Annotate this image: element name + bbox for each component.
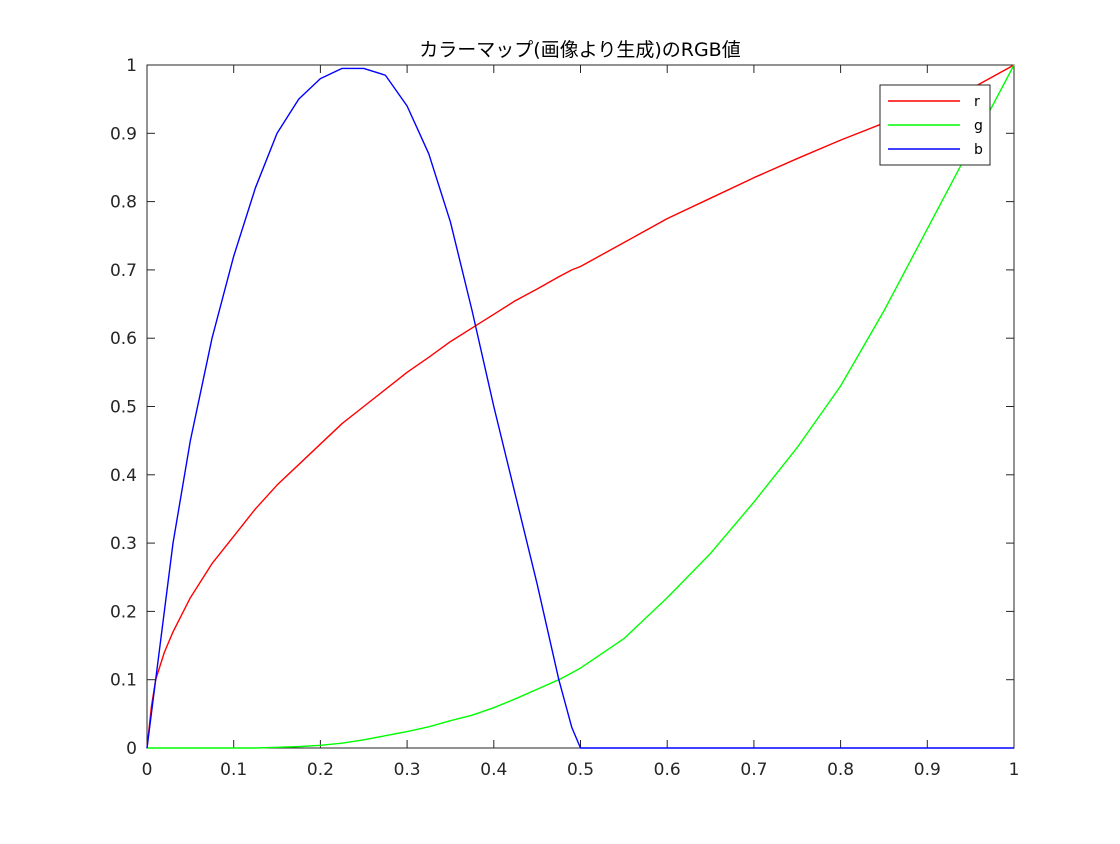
y-tick-label: 0.3 (110, 534, 137, 554)
y-tick-label: 0.6 (110, 329, 137, 349)
x-tick-label: 0.1 (220, 760, 247, 780)
x-tick-label: 0.7 (740, 760, 767, 780)
y-tick-label: 1 (126, 56, 137, 76)
axes-box (146, 64, 1015, 749)
y-tick-label: 0.7 (110, 261, 137, 281)
chart-title: カラーマップ(画像より生成)のRGB値 (419, 39, 740, 61)
y-tick-label: 0.9 (110, 124, 137, 144)
y-tick-label: 0.2 (110, 602, 137, 622)
x-tick-label: 0.2 (307, 760, 334, 780)
y-tick-label: 0.1 (110, 671, 137, 691)
legend-label-b: b (974, 142, 983, 158)
legend: rgb (879, 84, 991, 166)
legend-label-g: g (974, 118, 983, 134)
x-tick-label: 0.9 (914, 760, 941, 780)
x-tick-label: 0 (142, 760, 153, 780)
x-tick-label: 0.3 (394, 760, 421, 780)
x-tick-label: 0.8 (827, 760, 854, 780)
y-tick-label: 0.8 (110, 193, 137, 213)
x-tick-label: 0.4 (480, 760, 507, 780)
plot-area: 0 0.1 0.2 0.3 0.4 0.5 0.6 0.7 0.8 0.9 1 0 0.1 0.2 0.3 0… (110, 56, 1019, 780)
series-line-b (146, 67, 1014, 749)
series-line-r (146, 64, 1015, 749)
y-tick-label: 0.4 (110, 466, 137, 486)
x-tick-label: 0.6 (654, 760, 681, 780)
series-line-g (147, 64, 1015, 749)
legend-label-r: r (974, 94, 980, 110)
y-tick-label: 0.5 (110, 398, 137, 418)
x-tick-label: 1 (1009, 760, 1020, 780)
x-tick-label: 0.5 (567, 760, 594, 780)
y-tick-label: 0 (126, 739, 137, 759)
